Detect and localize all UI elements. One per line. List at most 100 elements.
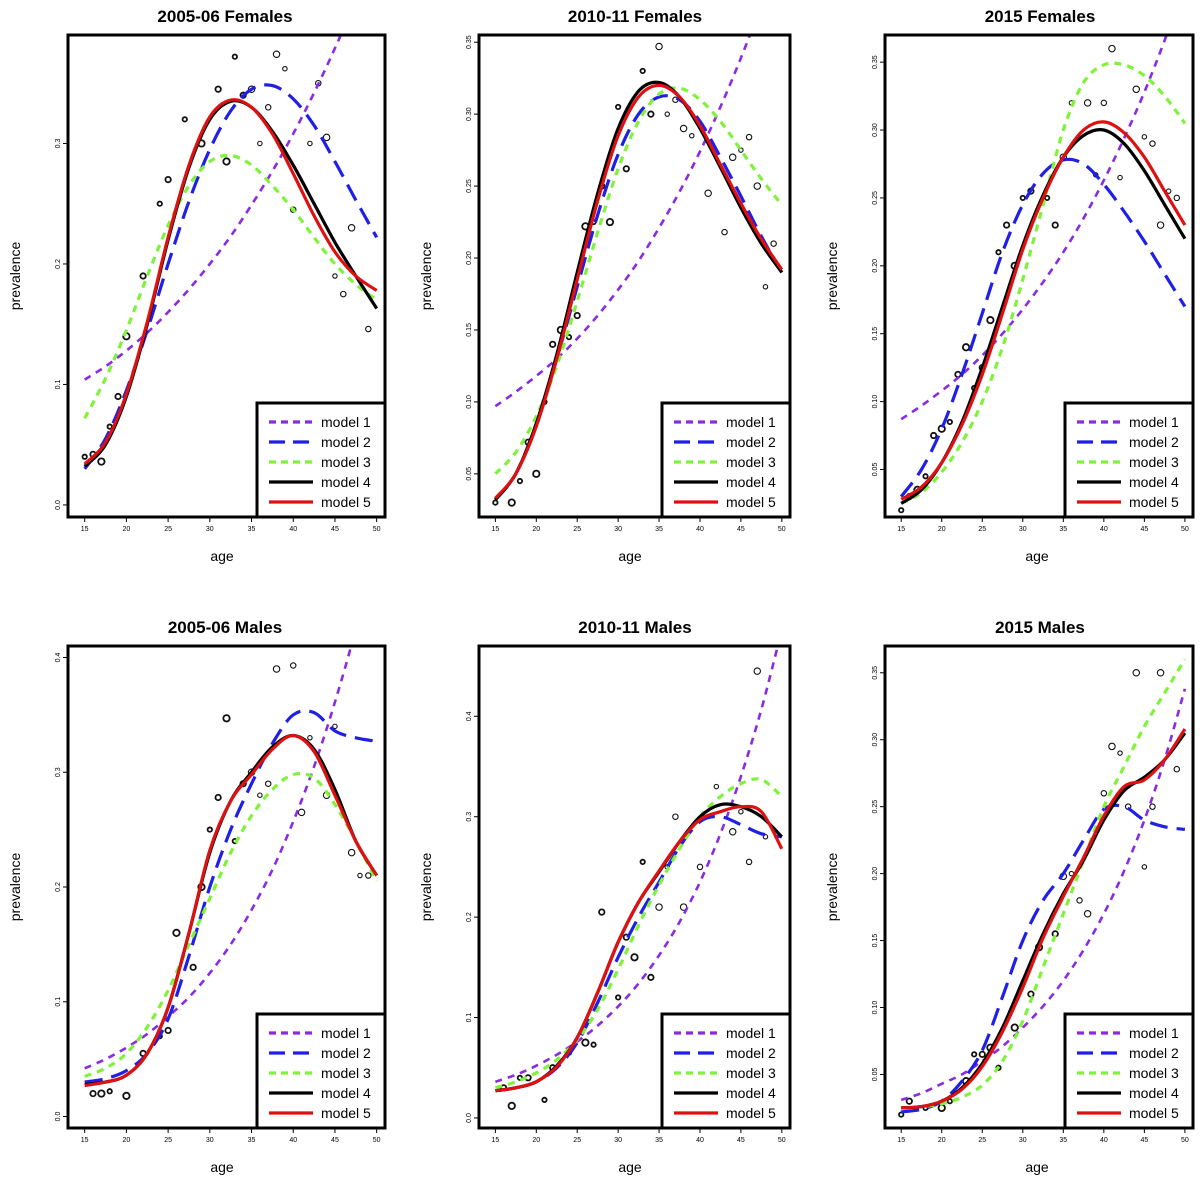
y-tick-label: 0.10 (872, 395, 879, 409)
series-line-model-1 (84, 35, 343, 381)
y-tick-label: 0.30 (872, 733, 879, 747)
data-point (272, 665, 281, 673)
data-point (365, 872, 372, 879)
x-tick-label: 25 (978, 1137, 986, 1144)
data-point (1132, 85, 1141, 94)
panel-2015-males: 2015 Males 15 20 25 30 35 40 45 50 0.05 0.10 0.15 0.… (824, 618, 1195, 1175)
legend-label-model-4: model 4 (321, 474, 371, 490)
data-point (1083, 910, 1092, 918)
data-point (97, 457, 106, 466)
series-line-model-2 (495, 814, 783, 1093)
x-tick-label: 45 (737, 526, 745, 533)
y-axis-label: prevalence (7, 853, 23, 922)
data-point (89, 1089, 97, 1098)
data-point (647, 973, 655, 981)
data-point (1132, 669, 1141, 677)
x-tick-label: 50 (778, 526, 786, 533)
data-point (264, 780, 272, 787)
data-point (605, 217, 615, 227)
legend-label-model-4: model 4 (726, 1085, 776, 1101)
legend-label-model-4: model 4 (1129, 1085, 1179, 1101)
legend-label-model-2: model 2 (1129, 434, 1179, 450)
x-tick-label: 20 (532, 526, 540, 533)
panel-2010-11-males: 2010-11 Males 15 20 25 30 35 40 45 50 0.0 0.1 0.2 0.… (418, 618, 792, 1175)
data-point (704, 189, 712, 198)
y-tick-label: 0.10 (466, 395, 473, 409)
data-point (1149, 140, 1156, 147)
x-tick-label: 20 (938, 526, 946, 533)
panel-2010-11-females: 2010-11 Females 15 20 25 30 35 40 45 50 0.05 0.10 0… (418, 7, 792, 564)
y-axis-label: prevalence (824, 853, 840, 922)
legend-label-model-1: model 1 (1129, 1025, 1179, 1041)
y-tick-label: 0.15 (872, 327, 879, 341)
series-line-model-5 (494, 83, 784, 500)
x-tick-label: 40 (289, 526, 297, 533)
x-tick-label: 40 (696, 1137, 704, 1144)
data-point (922, 473, 929, 480)
data-point (1149, 803, 1156, 810)
data-point (590, 1041, 597, 1048)
y-tick-label: 0.10 (872, 1001, 879, 1015)
plot-frame (66, 644, 387, 1130)
legend-label-model-1: model 1 (726, 1025, 776, 1041)
data-point (541, 1096, 548, 1103)
series-lines (84, 646, 379, 1088)
data-point (164, 176, 172, 184)
x-axis-label: age (618, 548, 642, 564)
x-tick-label: 35 (1059, 526, 1067, 533)
x-tick-label: 40 (696, 526, 704, 533)
legend-label-model-5: model 5 (321, 494, 371, 510)
data-point (1156, 669, 1165, 677)
series-line-model-5 (83, 98, 378, 466)
y-tick-label: 0.25 (466, 179, 473, 193)
y-axis-label: prevalence (7, 242, 23, 311)
series-line-model-3 (83, 153, 378, 419)
legend-label-model-4: model 4 (1129, 474, 1179, 490)
series-line-model-5 (84, 733, 379, 1088)
series-line-model-2 (84, 709, 377, 1084)
data-point (1083, 99, 1092, 107)
x-tick-label: 25 (164, 1137, 172, 1144)
y-tick-label: 0.0 (55, 500, 62, 510)
data-point (762, 834, 769, 840)
x-tick-label: 20 (122, 1137, 130, 1144)
series-lines (83, 35, 379, 470)
panel-title: 2005-06 Males (168, 618, 282, 637)
series-line-model-5 (495, 804, 784, 1093)
x-axis-label: age (618, 1159, 642, 1175)
series-line-model-3 (901, 658, 1187, 1110)
x-tick-label: 30 (1019, 526, 1027, 533)
y-tick-label: 0.2 (466, 912, 473, 922)
data-point (307, 735, 313, 741)
series-line-model-3 (84, 771, 379, 1078)
data-point (630, 953, 639, 962)
data-point (214, 793, 222, 802)
data-point (745, 133, 753, 141)
y-tick-label: 0.20 (872, 259, 879, 273)
x-tick-label: 25 (164, 526, 172, 533)
legend-label-model-2: model 2 (726, 1045, 776, 1061)
data-point (257, 140, 263, 147)
y-tick-label: 0.2 (55, 882, 62, 892)
legend-label-model-3: model 3 (1129, 454, 1179, 470)
panel-2005-06-males: 2005-06 Males 15 20 25 30 35 40 45 50 0.0 0.1 0.2 0.… (7, 618, 387, 1175)
plot-frame (883, 644, 1195, 1130)
y-tick-label: 0.3 (55, 767, 62, 777)
y-tick-label: 0.15 (872, 934, 879, 948)
data-point (689, 132, 695, 139)
data-point (1100, 790, 1108, 797)
x-tick-label: 30 (614, 1137, 622, 1144)
data-point (307, 140, 313, 147)
x-tick-label: 25 (573, 526, 581, 533)
legend-label-model-1: model 1 (321, 414, 371, 430)
data-point (1044, 194, 1051, 202)
data-point (672, 813, 679, 820)
legend-label-model-5: model 5 (726, 494, 776, 510)
series-line-model-1 (84, 646, 353, 1070)
legend-label-model-2: model 2 (321, 1045, 371, 1061)
data-point (1117, 174, 1123, 181)
legend-label-model-3: model 3 (321, 454, 371, 470)
data-point (97, 1089, 106, 1098)
data-point (655, 903, 663, 911)
